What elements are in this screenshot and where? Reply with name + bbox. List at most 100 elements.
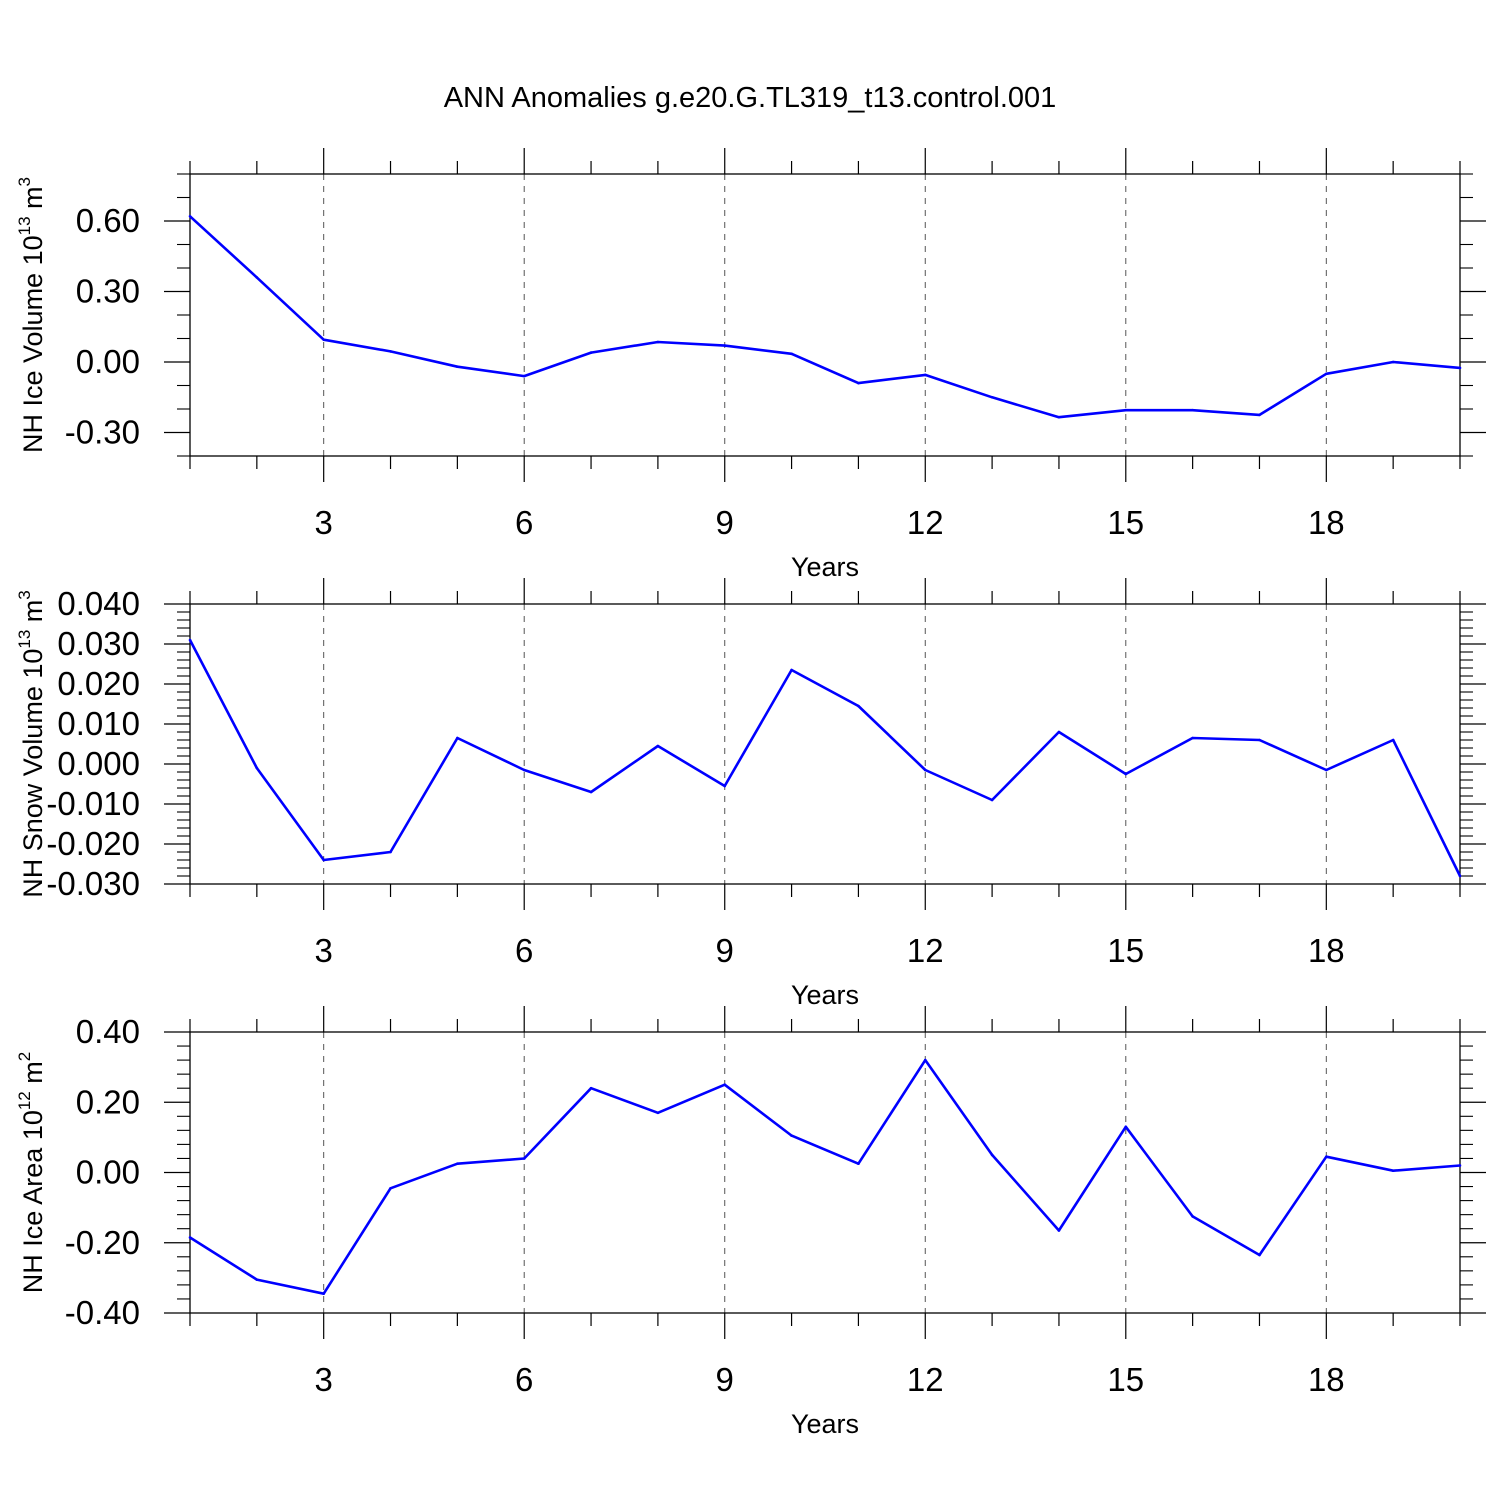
data-point xyxy=(389,1187,392,1190)
x-tick-label: 12 xyxy=(907,504,944,541)
y-tick-label: -0.30 xyxy=(65,414,140,451)
data-point xyxy=(255,1278,259,1281)
x-tick-label: 12 xyxy=(907,1361,944,1398)
data-point xyxy=(589,790,593,794)
y-tick-label: 0.20 xyxy=(76,1083,140,1120)
x-tick-label: 3 xyxy=(315,932,333,969)
data-point xyxy=(1325,1155,1328,1158)
data-point xyxy=(456,365,459,369)
data-point xyxy=(522,374,526,378)
y-tick-label: 0.010 xyxy=(57,705,140,742)
data-point xyxy=(790,352,793,356)
data-point xyxy=(923,768,927,772)
y-tick-label: -0.010 xyxy=(46,785,140,822)
y-tick-label: 0.60 xyxy=(76,202,140,239)
y-axis-title: NH Snow Volume 1013 m3 xyxy=(15,590,48,898)
data-point xyxy=(790,668,793,672)
data-point xyxy=(656,340,660,344)
plot-frame xyxy=(189,173,1461,457)
data-point xyxy=(389,350,392,353)
data-point xyxy=(1458,366,1462,370)
x-tick-label: 9 xyxy=(716,1361,734,1398)
x-tick-label: 12 xyxy=(907,932,944,969)
data-point xyxy=(1258,413,1261,417)
x-tick-label: 9 xyxy=(716,932,734,969)
data-point xyxy=(1391,360,1395,364)
data-point xyxy=(389,850,392,854)
y-tick-label: 0.30 xyxy=(76,273,140,310)
series-line xyxy=(189,1058,1461,1295)
data-point xyxy=(923,1058,927,1062)
data-point xyxy=(188,215,192,218)
chart-title: ANN Anomalies g.e20.G.TL319_t13.control.… xyxy=(443,82,1057,114)
y-tick-label: -0.020 xyxy=(46,825,140,862)
x-tick-label: 3 xyxy=(315,1361,333,1398)
data-point xyxy=(1124,408,1128,412)
plot-frame xyxy=(189,603,1461,885)
data-point xyxy=(1057,1229,1061,1232)
data-point xyxy=(1258,738,1261,742)
data-point xyxy=(1057,415,1061,419)
x-tick-label: 18 xyxy=(1308,504,1345,541)
data-point xyxy=(1391,1169,1395,1173)
data-point xyxy=(589,1086,593,1090)
x-tick-label: 6 xyxy=(515,1361,533,1398)
data-point xyxy=(1391,738,1395,742)
y-tick-label: 0.030 xyxy=(57,625,140,662)
y-tick-label: -0.030 xyxy=(46,865,140,902)
data-point xyxy=(322,1292,325,1295)
data-point xyxy=(188,638,192,642)
data-point xyxy=(790,1134,793,1137)
data-point xyxy=(656,1111,660,1115)
x-tick-label: 3 xyxy=(315,504,333,541)
data-point xyxy=(857,381,860,385)
x-tick-label: 15 xyxy=(1107,504,1144,541)
data-point xyxy=(923,373,927,377)
x-axis-title: Years xyxy=(791,1409,859,1439)
y-tick-label: 0.00 xyxy=(76,343,140,380)
y-axis-title: NH Ice Volume 1013 m3 xyxy=(15,177,48,453)
data-point xyxy=(723,1083,727,1086)
x-tick-label: 15 xyxy=(1107,932,1144,969)
x-tick-label: 18 xyxy=(1308,932,1345,969)
series-line xyxy=(188,639,1462,877)
y-tick-label: 0.00 xyxy=(76,1154,140,1191)
data-point xyxy=(990,1153,994,1157)
x-axis-title: Years xyxy=(791,552,859,582)
panel-nh-snow-volume: -0.030-0.020-0.0100.0000.0100.0200.0300.… xyxy=(15,578,1486,1010)
data-point xyxy=(990,395,994,399)
data-point xyxy=(255,276,259,279)
data-point xyxy=(522,1157,526,1160)
data-point xyxy=(1191,736,1194,740)
data-point xyxy=(522,768,526,772)
x-tick-label: 18 xyxy=(1308,1361,1345,1398)
data-point xyxy=(322,858,325,862)
data-point xyxy=(456,1162,459,1166)
y-tick-label: 0.020 xyxy=(57,665,140,702)
data-point xyxy=(188,1236,192,1239)
data-point xyxy=(857,704,860,708)
y-tick-label: 0.40 xyxy=(76,1013,140,1050)
x-tick-label: 6 xyxy=(515,932,533,969)
data-point xyxy=(723,344,727,347)
data-point xyxy=(1124,772,1128,776)
y-tick-label: 0.000 xyxy=(57,745,140,782)
x-tick-label: 6 xyxy=(515,504,533,541)
data-point xyxy=(1325,372,1328,376)
plot-frame xyxy=(189,1031,1461,1314)
data-point xyxy=(589,351,593,354)
x-axis-title: Years xyxy=(791,980,859,1010)
data-point xyxy=(1258,1253,1261,1257)
data-point xyxy=(1057,730,1061,734)
panel-nh-ice-area: -0.40 -0.20 0.00 0.20 0.40 3 6 9 12 15 18 Years NH I… xyxy=(15,1006,1486,1439)
y-tick-label: -0.40 xyxy=(65,1294,140,1331)
data-point xyxy=(1458,1164,1462,1167)
y-tick-label: -0.20 xyxy=(65,1224,140,1261)
x-tick-label: 15 xyxy=(1107,1361,1144,1398)
data-point xyxy=(857,1162,860,1166)
data-point xyxy=(656,744,660,748)
data-point xyxy=(1191,408,1194,412)
data-point xyxy=(723,784,727,788)
series-line xyxy=(189,215,1461,419)
